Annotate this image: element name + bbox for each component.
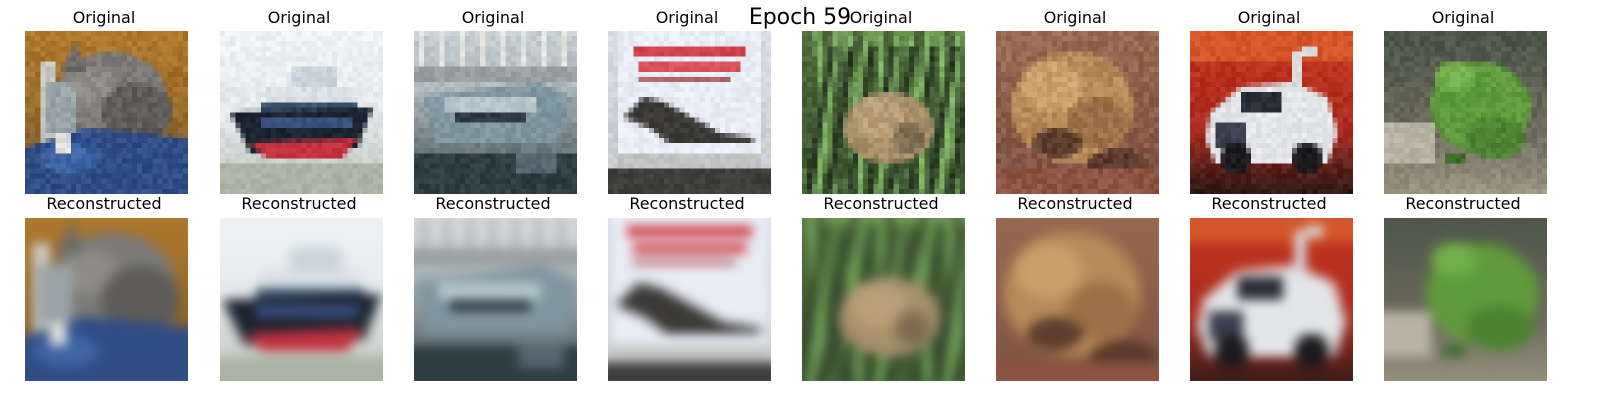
reconstructed-image-ship — [220, 218, 383, 381]
reconstructed-image-airplane — [608, 218, 771, 381]
original-image-airplane — [608, 31, 771, 194]
reconstructed-title-4: Reconstructed — [597, 194, 777, 214]
reconstructed-title-2: Reconstructed — [209, 194, 389, 214]
original-image-frog — [802, 31, 965, 194]
reconstructed-title-7: Reconstructed — [1179, 194, 1359, 214]
reconstructed-image-frog — [802, 218, 965, 381]
reconstructed-title-1: Reconstructed — [14, 194, 194, 214]
reconstructed-image-frog — [996, 218, 1159, 381]
reconstructed-title-5: Reconstructed — [791, 194, 971, 214]
reconstructed-title-6: Reconstructed — [985, 194, 1165, 214]
original-image-frog — [1384, 31, 1547, 194]
figure-title: Epoch 59 — [0, 3, 1600, 33]
reconstructed-image-cat — [25, 218, 188, 381]
original-image-ship — [220, 31, 383, 194]
reconstructed-title-3: Reconstructed — [403, 194, 583, 214]
original-image-frog — [996, 31, 1159, 194]
reconstructed-image-ship — [414, 218, 577, 381]
original-image-automobile — [1190, 31, 1353, 194]
reconstructed-image-frog — [1384, 218, 1547, 381]
reconstructed-image-automobile — [1190, 218, 1353, 381]
original-image-ship — [414, 31, 577, 194]
original-image-cat — [25, 31, 188, 194]
reconstructed-title-8: Reconstructed — [1373, 194, 1553, 214]
